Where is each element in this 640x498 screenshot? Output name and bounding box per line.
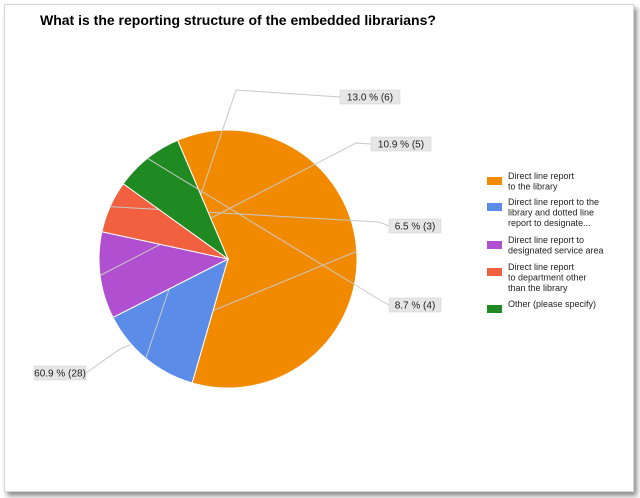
data-label: 60.9 % (28) <box>34 369 86 380</box>
leader-line <box>147 157 390 306</box>
data-label: 6.5 % (3) <box>395 222 436 233</box>
legend-swatch <box>487 203 502 211</box>
pie-slice <box>98 231 230 319</box>
data-label: 10.9 % (5) <box>378 140 424 151</box>
data-label: 13.0 % (6) <box>347 93 393 104</box>
data-label-box <box>388 297 442 313</box>
legend-swatch <box>487 305 502 313</box>
leader-line <box>85 250 357 374</box>
legend-label: Direct line report to department other tha… <box>508 262 587 293</box>
legend-swatch <box>487 241 502 249</box>
legend-label: Other (please specify) <box>508 299 596 309</box>
legend-label: Direct line report to designated service … <box>508 235 604 256</box>
data-label-box <box>370 136 432 152</box>
data-label-box <box>388 218 442 234</box>
legend-label: Direct line report to the library and dot… <box>508 197 599 228</box>
data-label-box <box>339 89 401 105</box>
legend-swatch <box>487 177 502 185</box>
legend-label: Direct line report to the library <box>508 171 575 192</box>
data-label: 8.7 % (4) <box>395 301 436 312</box>
chart-title: What is the reporting structure of the e… <box>40 12 436 28</box>
legend-swatch <box>487 268 502 276</box>
data-label-box <box>33 365 87 381</box>
